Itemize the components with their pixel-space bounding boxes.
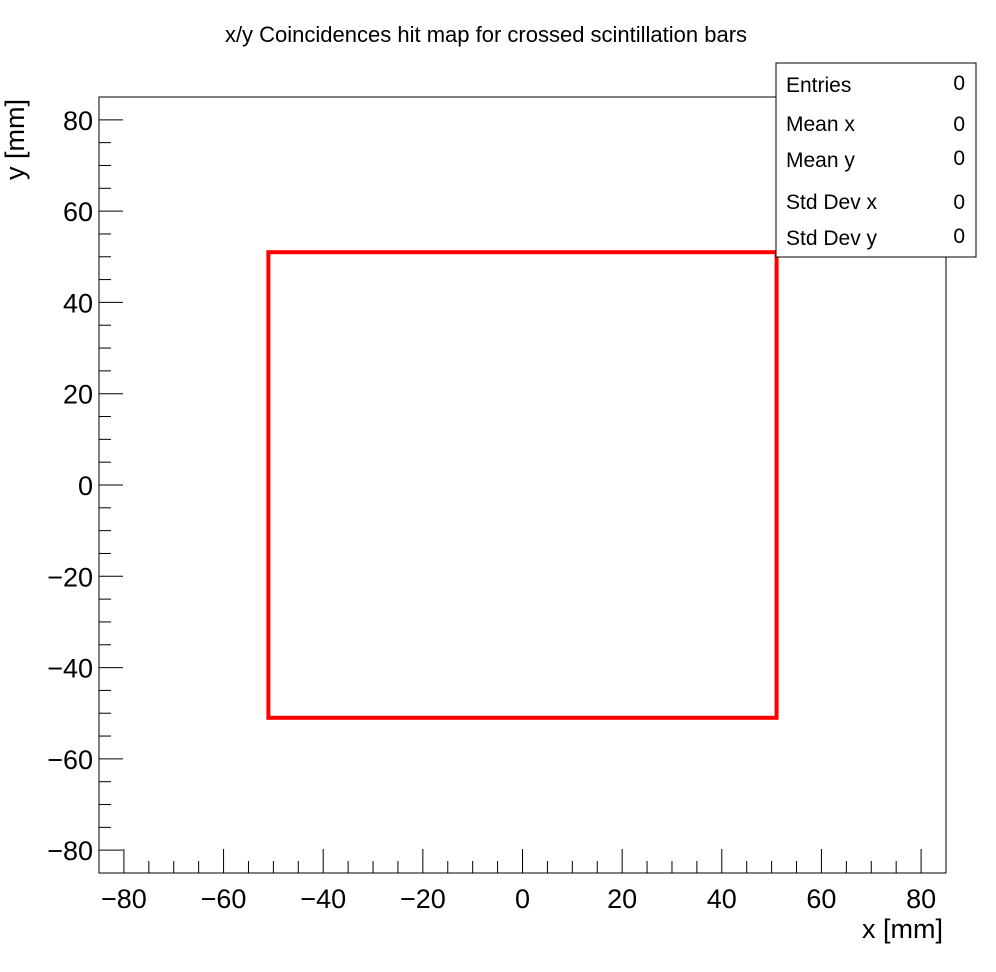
chart-title: x/y Coincidences hit map for crossed sci… (225, 22, 747, 47)
y-tick-label: 20 (63, 380, 93, 410)
x-tick-label: −80 (101, 884, 147, 914)
stats-value: 0 (953, 72, 965, 95)
y-tick-label: −60 (47, 745, 93, 775)
y-tick-label: 40 (63, 288, 93, 318)
x-tick-label: 0 (515, 884, 530, 914)
x-tick-label: 80 (906, 884, 936, 914)
x-tick-label: −20 (400, 884, 446, 914)
x-tick-label: 20 (607, 884, 637, 914)
stats-label: Entries (786, 74, 851, 97)
y-tick-label: 80 (63, 106, 93, 136)
y-axis-title: y [mm] (0, 99, 30, 180)
stats-label: Mean x (786, 113, 855, 136)
y-tick-label: 0 (78, 471, 93, 501)
stats-box: Entries 0 Mean x 0 Mean y 0 Std Dev x 0 Std Dev … (775, 62, 977, 258)
stats-value: 0 (953, 225, 965, 248)
stats-value: 0 (953, 191, 965, 214)
x-axis-ticks (98, 849, 947, 873)
stats-label: Std Dev y (786, 227, 878, 250)
x-axis-tick-labels: −80 −60 −40 −20 0 20 40 60 80 (101, 884, 936, 914)
stats-value: 0 (953, 147, 965, 170)
x-tick-label: 40 (707, 884, 737, 914)
y-axis-ticks (99, 96, 123, 874)
x-tick-label: −60 (201, 884, 247, 914)
y-tick-label: 60 (63, 197, 93, 227)
x-tick-label: −40 (300, 884, 346, 914)
stats-label: Mean y (786, 149, 855, 172)
stats-value: 0 (953, 113, 965, 136)
stats-box-frame (775, 62, 977, 258)
y-axis-tick-labels: −80 −60 −40 −20 0 20 40 60 80 (47, 106, 93, 866)
x-axis-title: x [mm] (862, 914, 943, 944)
y-tick-label: −80 (47, 836, 93, 866)
stats-label: Std Dev x (786, 191, 878, 214)
y-tick-label: −20 (47, 562, 93, 592)
x-tick-label: 60 (806, 884, 836, 914)
y-tick-label: −40 (47, 654, 93, 684)
scintillator-overlap-region (266, 250, 779, 720)
